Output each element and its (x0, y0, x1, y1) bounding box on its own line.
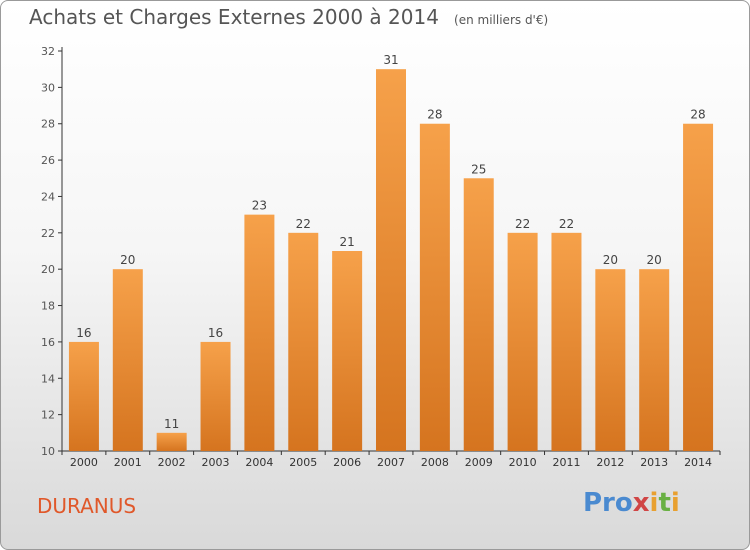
bar-2004 (244, 214, 275, 451)
y-tick-label: 10 (41, 445, 55, 458)
x-tick-label: 2013 (640, 456, 668, 469)
x-tick-label: 2003 (202, 456, 230, 469)
x-tick-label: 2008 (421, 456, 449, 469)
x-tick-label: 2011 (552, 456, 580, 469)
bar-2014 (683, 123, 714, 452)
y-tick-label: 12 (41, 409, 55, 422)
data-label: 20 (647, 253, 662, 267)
bar-2009 (463, 178, 494, 452)
data-label: 22 (296, 217, 311, 231)
x-tick-label: 2012 (596, 456, 624, 469)
y-tick-label: 30 (41, 81, 55, 94)
bar-2001 (112, 269, 143, 451)
data-label: 22 (515, 217, 530, 231)
y-tick-label: 24 (41, 190, 55, 203)
data-label: 25 (471, 162, 486, 176)
data-label: 20 (603, 253, 618, 267)
data-label: 28 (427, 108, 442, 122)
chart-title: Achats et Charges Externes 2000 à 2014 (29, 5, 439, 29)
y-tick-label: 16 (41, 336, 55, 349)
x-tick-label: 2001 (114, 456, 142, 469)
x-tick-label: 2002 (158, 456, 186, 469)
x-tick-label: 2014 (684, 456, 712, 469)
data-label: 28 (690, 108, 705, 122)
bar-2012 (595, 269, 626, 451)
bar-2007 (376, 69, 406, 451)
bar-2000 (68, 341, 99, 451)
bar-2013 (639, 269, 670, 451)
x-tick-label: 2005 (289, 456, 317, 469)
y-tick-label: 32 (41, 45, 55, 58)
data-label: 23 (252, 199, 267, 213)
y-tick-label: 28 (41, 118, 55, 131)
data-labels: 16 20 11 16 23 22 21 31 28 25 22 22 20 20 28 (76, 53, 705, 431)
y-tick-label: 22 (41, 227, 55, 240)
title-row: Achats et Charges Externes 2000 à 2014 (… (29, 5, 548, 29)
data-label: 16 (76, 326, 91, 340)
x-tick-label: 2004 (245, 456, 273, 469)
data-label: 22 (559, 217, 574, 231)
bar-2003 (200, 341, 231, 451)
y-tick-label: 14 (41, 372, 55, 385)
data-label: 16 (208, 326, 223, 340)
proxiti-logo: Proxiti (583, 488, 680, 518)
data-label: 31 (383, 53, 398, 67)
bar-2010 (507, 232, 538, 451)
bar-2008 (419, 123, 450, 452)
bar-2011 (551, 232, 582, 451)
bar-2006 (332, 251, 363, 451)
x-tick-label: 2007 (377, 456, 405, 469)
y-tick-label: 26 (41, 154, 55, 167)
x-tick-label: 2009 (465, 456, 493, 469)
x-tick-label: 2006 (333, 456, 361, 469)
x-tick-label: 2000 (70, 456, 98, 469)
y-tick-label: 20 (41, 263, 55, 276)
data-label: 21 (339, 235, 354, 249)
y-tick-label: 18 (41, 300, 55, 313)
bars (68, 69, 714, 452)
data-label: 11 (164, 417, 179, 431)
data-label: 20 (120, 253, 135, 267)
x-tick-label: 2010 (509, 456, 537, 469)
axes: 10 12 14 16 18 20 22 24 26 28 30 32 2000 2001 2002 2003… (41, 45, 721, 469)
place-name: DURANUS (37, 494, 137, 518)
bar-2002 (156, 432, 187, 451)
bar-2005 (288, 232, 319, 451)
chart-subtitle: (en milliers d'€) (454, 13, 549, 27)
